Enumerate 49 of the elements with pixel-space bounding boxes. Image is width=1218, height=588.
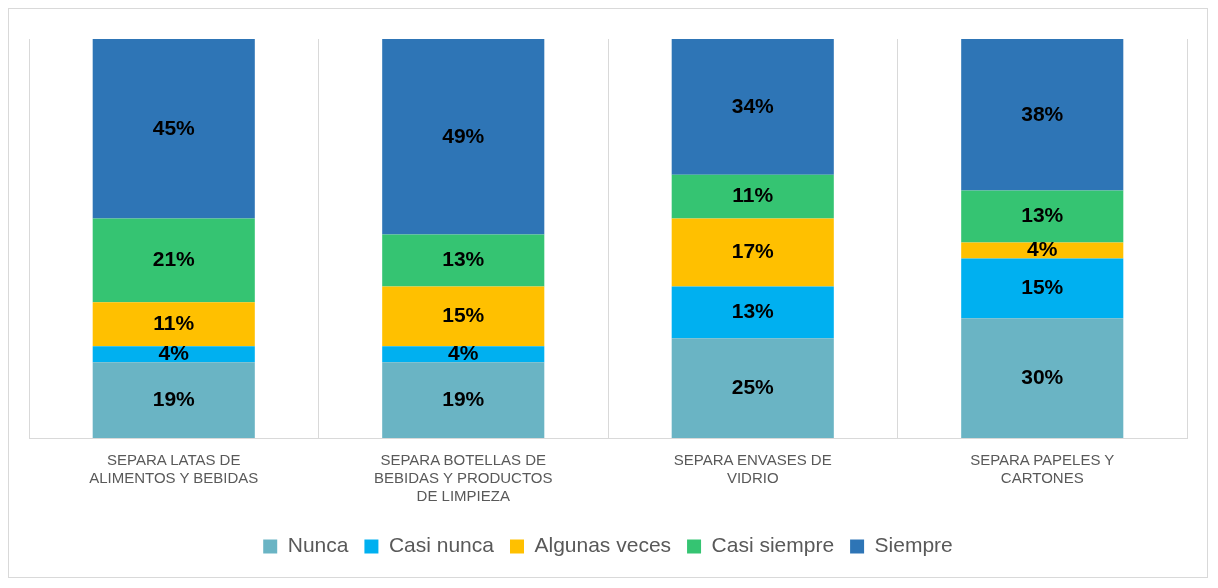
- x-tick-label: SEPARA PAPELES Y CARTONES: [970, 451, 1115, 487]
- bar: [671, 174, 834, 219]
- bar: [671, 39, 834, 175]
- data-label: 34%: [731, 93, 775, 117]
- data-label: 11%: [732, 183, 774, 207]
- bar: [92, 302, 255, 347]
- data-label: 15%: [1021, 275, 1064, 299]
- x-tick-label: SEPARA ENVASES DE VIDRIO: [673, 451, 832, 487]
- bar: [961, 190, 1124, 243]
- bar: [382, 39, 545, 235]
- legend-label: Algunas veces: [534, 533, 672, 557]
- bar: [382, 346, 545, 363]
- data-label: 19%: [442, 386, 485, 410]
- legend-label: Nunca: [287, 533, 349, 557]
- data-label: 38%: [1021, 101, 1064, 125]
- data-label: 13%: [1021, 203, 1064, 227]
- bar: [382, 286, 545, 347]
- bar: [92, 362, 255, 438]
- bar: [961, 258, 1124, 319]
- data-label: 11%: [153, 311, 195, 335]
- data-label: 25%: [731, 374, 775, 398]
- bar: [92, 39, 255, 219]
- legend-label: Casi nunca: [388, 533, 495, 557]
- x-tick-label: SEPARA LATAS DE ALIMENTOS Y BEBIDAS: [89, 451, 259, 487]
- bar: [382, 362, 545, 438]
- bar: [671, 218, 834, 287]
- data-label: 19%: [152, 386, 196, 410]
- data-label: 4%: [1027, 237, 1058, 261]
- data-label: 4%: [448, 341, 479, 365]
- data-label: 13%: [731, 299, 775, 323]
- bar: [92, 218, 255, 303]
- data-label: 21%: [152, 247, 196, 271]
- legend-label: Casi siempre: [711, 533, 835, 557]
- bar: [671, 286, 834, 339]
- data-label: 45%: [152, 115, 196, 139]
- data-label: 15%: [442, 303, 485, 327]
- bar: [671, 338, 834, 438]
- x-tick-label: SEPARA BOTELLAS DE BEBIDAS Y PRODUCTOS DE LIMPIEZA: [374, 451, 553, 505]
- data-label: 13%: [442, 247, 485, 271]
- data-label: 17%: [731, 239, 775, 263]
- data-label: 30%: [1021, 364, 1064, 388]
- legend-label: Siempre: [874, 533, 953, 557]
- bar: [961, 39, 1124, 191]
- data-label: 49%: [442, 123, 485, 147]
- bar: [961, 318, 1124, 438]
- data-label: 4%: [158, 341, 190, 365]
- bar: [382, 234, 545, 287]
- bar: [961, 242, 1124, 259]
- bar: [92, 346, 255, 363]
